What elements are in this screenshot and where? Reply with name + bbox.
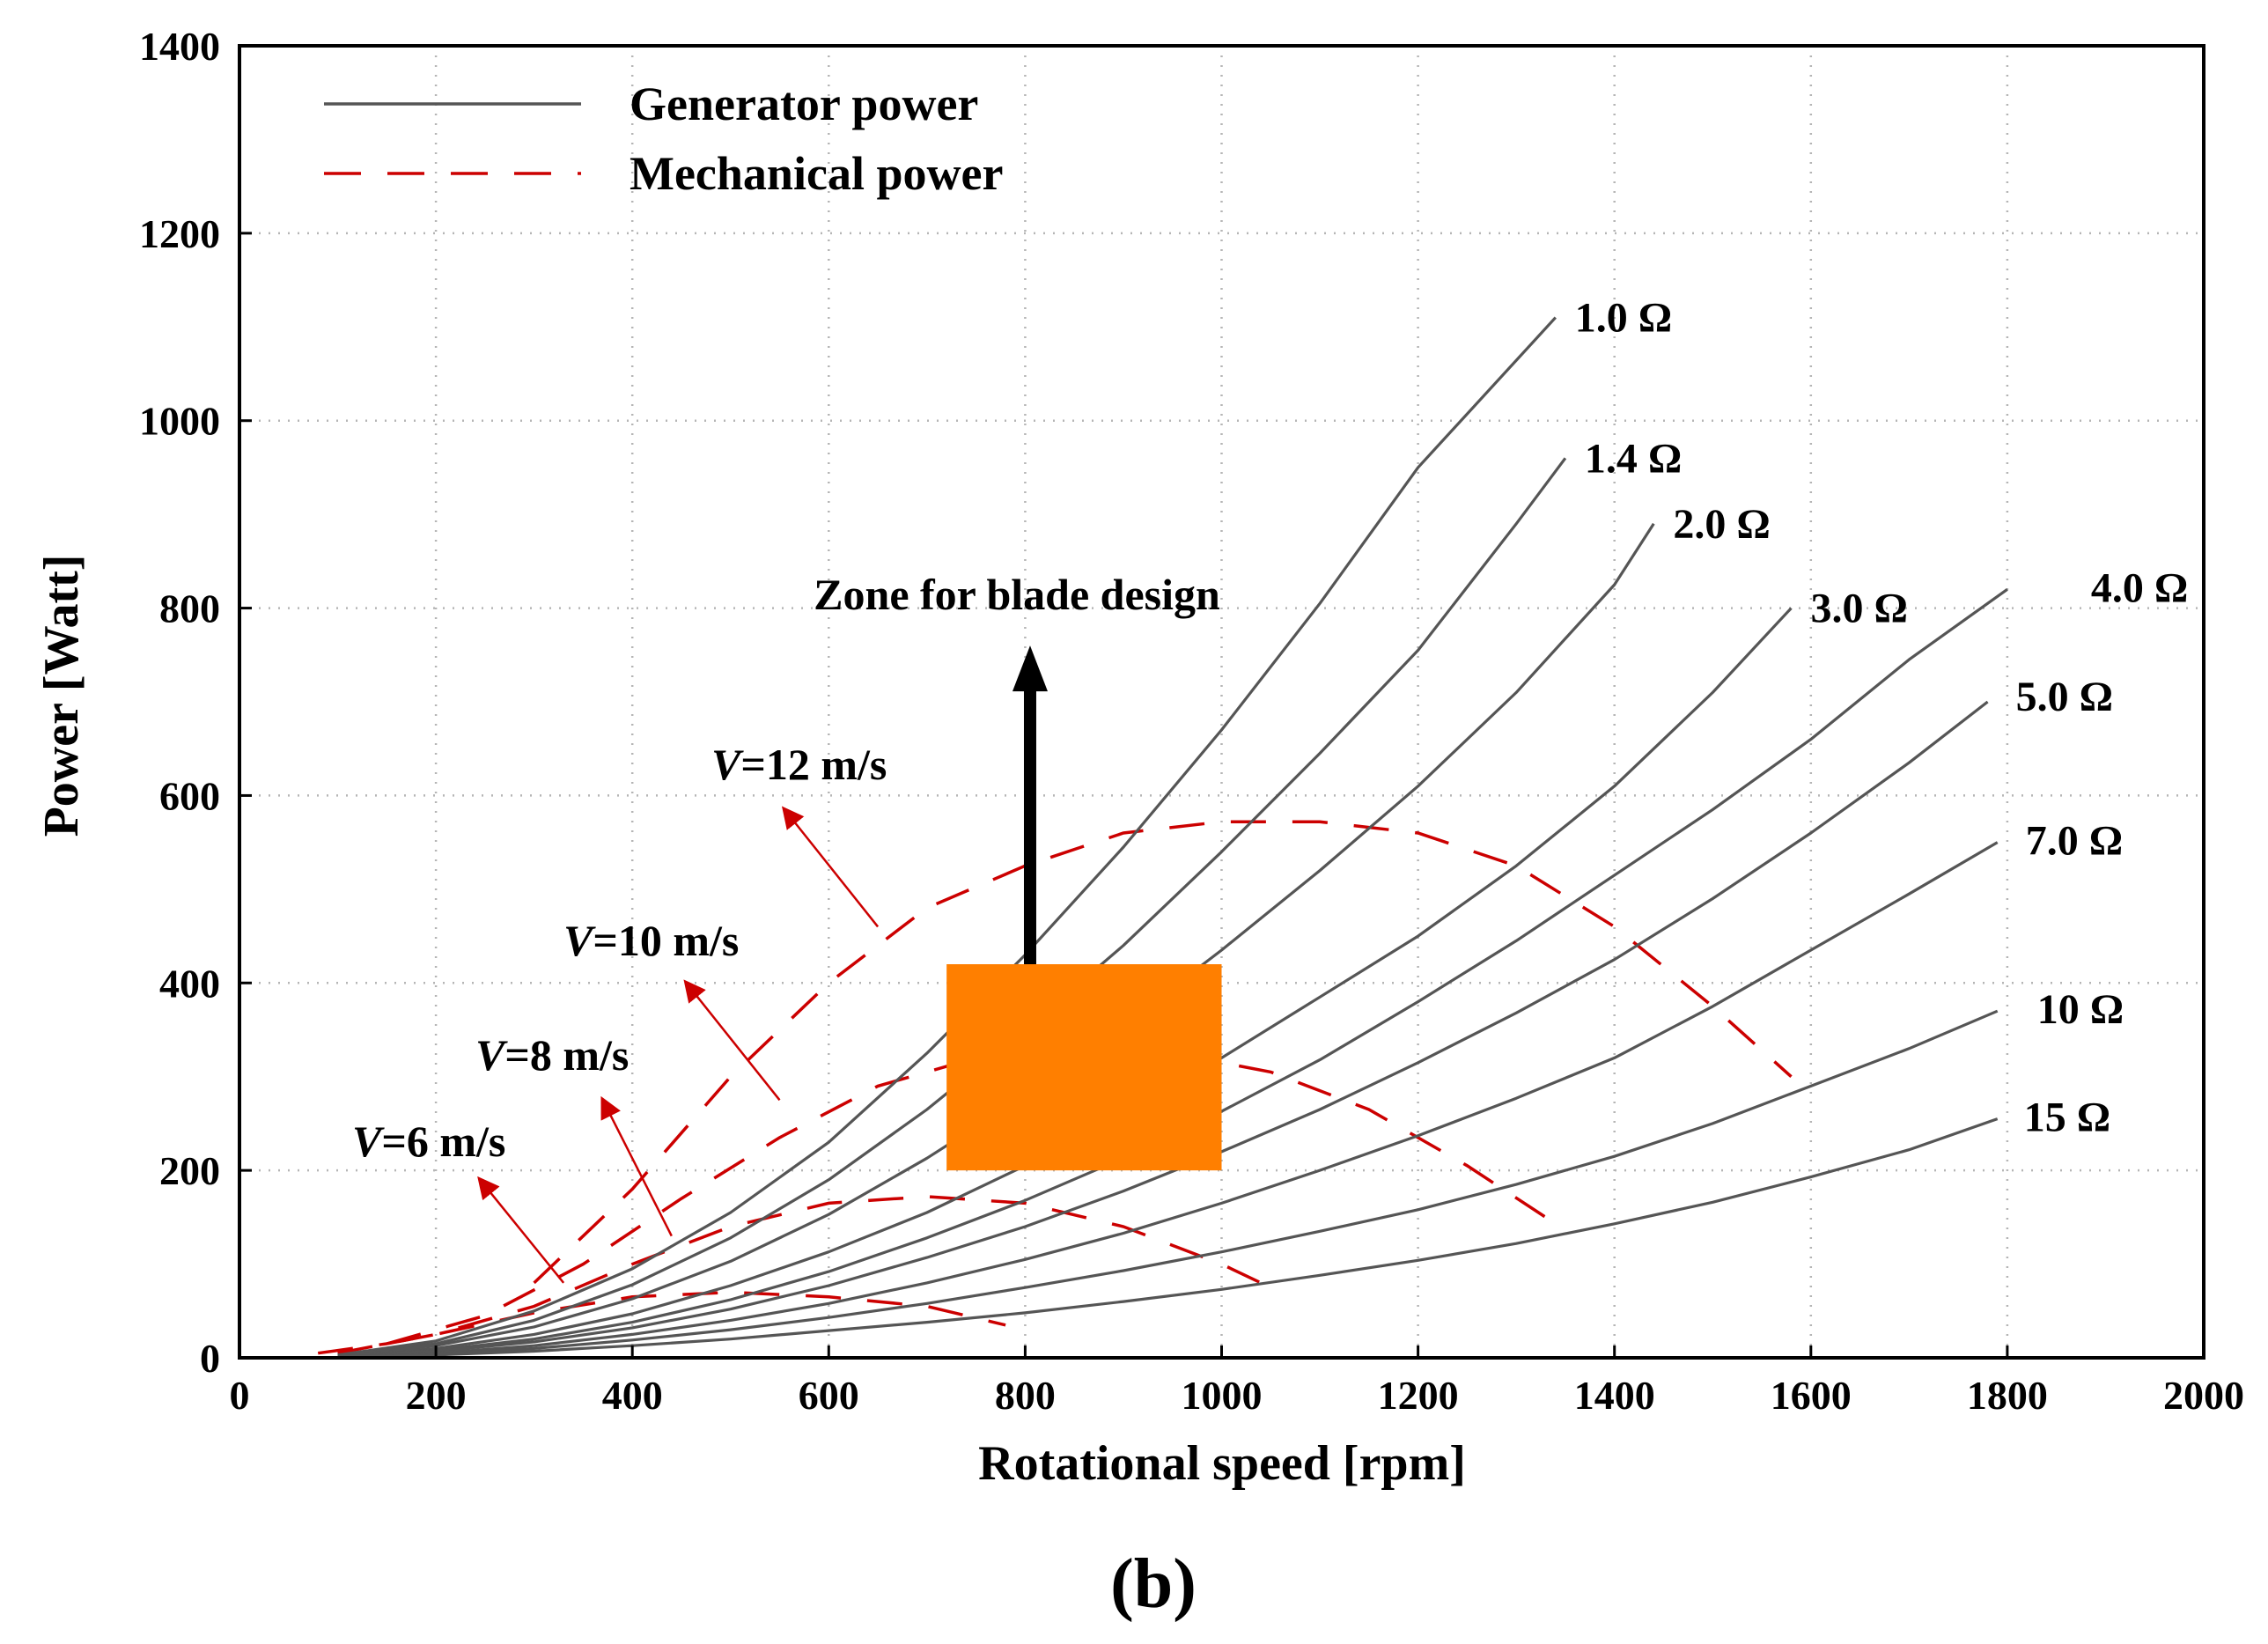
plot-frame <box>238 44 2205 1360</box>
wind-speed-label: V=8 m/s <box>475 1030 629 1080</box>
resistance-label: 15 Ω <box>2024 1095 2110 1141</box>
y-tick-label: 1400 <box>139 24 220 69</box>
zone-label: Zone for blade design <box>814 570 1220 619</box>
mechanical-power-line <box>386 1047 1547 1345</box>
wind-arrow <box>600 1095 673 1237</box>
blade-design-zone <box>946 964 1222 1171</box>
x-tick-label: 1000 <box>1182 1373 1263 1418</box>
wind-arrow <box>781 806 880 928</box>
y-tick-label: 400 <box>159 961 220 1006</box>
y-tick-label: 1000 <box>139 399 220 444</box>
mechanical-power-line <box>533 820 1793 1285</box>
resistance-label: 1.0 Ω <box>1575 295 1672 342</box>
x-tick-label: 200 <box>406 1373 467 1418</box>
generator-power-line <box>337 522 1655 1357</box>
wind-speed-symbol: V <box>475 1030 508 1080</box>
generator-power-line <box>337 316 1557 1357</box>
generator-power-line <box>337 1117 1999 1359</box>
y-tick-label: 1200 <box>139 211 220 256</box>
resistance-label: 2.0 Ω <box>1673 501 1770 548</box>
generator-power-line <box>337 1009 1999 1359</box>
wind-speed-value: =12 m/s <box>740 740 887 789</box>
y-tick-label: 200 <box>159 1148 220 1193</box>
wind-speed-label: V=12 m/s <box>711 740 887 789</box>
wind-speed-symbol: V <box>563 916 596 965</box>
x-tick-label: 1400 <box>1574 1373 1655 1418</box>
wind-arrow <box>477 1176 565 1284</box>
x-tick-label: 1200 <box>1378 1373 1459 1418</box>
x-tick-label: 600 <box>799 1373 859 1418</box>
wind-speed-annotations: V=6 m/sV=8 m/sV=10 m/sV=12 m/s <box>352 740 887 1284</box>
y-tick-label: 600 <box>159 773 220 818</box>
wind-arrow <box>683 979 781 1102</box>
resistance-label: 10 Ω <box>2037 986 2124 1033</box>
resistance-label: 7.0 Ω <box>2026 818 2123 865</box>
wind-speed-value: =8 m/s <box>504 1030 629 1080</box>
x-tick-label: 800 <box>995 1373 1056 1418</box>
legend: Generator power Mechanical power <box>324 77 1003 200</box>
panel-label: (b) <box>1110 1545 1197 1623</box>
curve-labels: 1.0 Ω 1.4 Ω 2.0 Ω 3.0 Ω 4.0 Ω 5.0 Ω 7.0 Ω 10 Ω 1… <box>1575 295 2189 1141</box>
x-tick-label: 2000 <box>2163 1373 2244 1418</box>
x-axis-title: Rotational speed [rpm] <box>978 1436 1466 1491</box>
x-tick-label: 1800 <box>1967 1373 2048 1418</box>
y-tick-label: 0 <box>200 1336 220 1381</box>
x-tick-label: 0 <box>230 1373 250 1418</box>
wind-speed-value: =10 m/s <box>593 916 739 965</box>
tick-labels: 0 200 400 600 800 1000 1200 1400 1600 1800 2000 0 20… <box>139 24 2244 1418</box>
wind-speed-label: V=10 m/s <box>563 916 739 965</box>
zone-arrow-head <box>1012 645 1048 692</box>
wind-speed-symbol: V <box>352 1117 385 1166</box>
wind-speed-label: V=6 m/s <box>352 1117 505 1166</box>
wind-speed-value: =6 m/s <box>381 1117 505 1166</box>
x-tick-label: 400 <box>602 1373 663 1418</box>
legend-generator-label: Generator power <box>630 77 978 130</box>
x-tick-label: 1600 <box>1771 1373 1852 1418</box>
resistance-label: 4.0 Ω <box>2091 564 2188 611</box>
generator-power-line <box>337 700 1989 1358</box>
resistance-label: 5.0 Ω <box>2016 674 2113 720</box>
mechanical-power-line <box>337 1195 1282 1355</box>
y-axis-title: Power [Watt] <box>34 555 89 837</box>
legend-mechanical-label: Mechanical power <box>630 147 1003 200</box>
y-tick-label: 800 <box>159 586 220 631</box>
generator-power-line <box>337 841 1999 1359</box>
resistance-label: 1.4 Ω <box>1585 435 1682 482</box>
series-group <box>317 316 2008 1359</box>
grid <box>239 46 2204 1358</box>
wind-speed-symbol: V <box>711 740 744 789</box>
resistance-label: 3.0 Ω <box>1810 586 1907 632</box>
